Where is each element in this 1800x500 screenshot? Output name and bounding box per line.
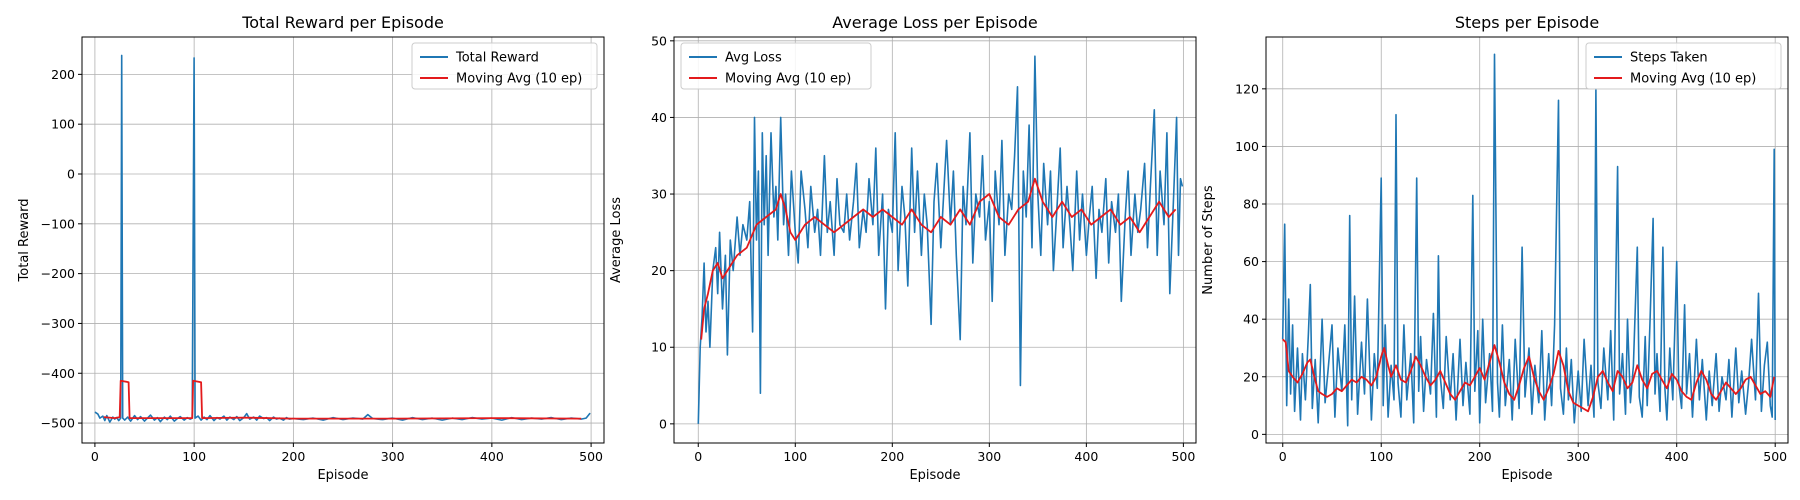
x-tick-label: 500 — [579, 449, 603, 464]
y-tick-label: 0 — [1251, 427, 1259, 442]
x-tick-label: 0 — [694, 449, 702, 464]
y-axis-label: Number of Steps — [1201, 185, 1216, 295]
y-axis-label: Total Reward — [17, 199, 32, 283]
x-tick-label: 100 — [783, 449, 807, 464]
x-tick-label: 200 — [1468, 449, 1492, 464]
chart-2: 0 100 200 300 400 500 0 10 20 30 40 50 Average Loss … — [609, 13, 1197, 483]
legend-box — [680, 42, 872, 90]
series-line-raw — [697, 55, 1184, 424]
legend-label: Steps Taken — [1630, 51, 1708, 66]
y-tick-label: −300 — [41, 316, 75, 331]
y-tick-label: 10 — [651, 340, 667, 355]
y-tick-label: 20 — [1243, 369, 1259, 384]
y-tick-label: 200 — [51, 67, 75, 82]
x-tick-label: 0 — [1279, 449, 1287, 464]
chart-title: Average Loss per Episode — [832, 13, 1037, 32]
x-tick-label: 300 — [1566, 449, 1590, 464]
x-tick-label: 100 — [1369, 449, 1393, 464]
x-tick-label: 500 — [1171, 449, 1195, 464]
x-tick-label: 400 — [480, 449, 504, 464]
y-tick-label: 0 — [67, 166, 75, 181]
legend-label: Total Reward — [455, 51, 539, 66]
x-axis-label: Episode — [1501, 468, 1552, 483]
y-tick-label: 100 — [1235, 139, 1259, 154]
y-tick-label: 30 — [651, 187, 667, 202]
series-line-raw — [94, 54, 591, 423]
x-tick-label: 400 — [1074, 449, 1098, 464]
legend-box — [1585, 42, 1782, 90]
x-tick-label: 200 — [281, 449, 305, 464]
legend-label: Moving Avg (10 ep) — [725, 72, 851, 87]
x-tick-label: 300 — [977, 449, 1001, 464]
series-line-moving-avg — [103, 379, 582, 420]
x-tick-label: 300 — [381, 449, 405, 464]
x-axis-label: Episode — [317, 468, 368, 483]
y-tick-label: 0 — [659, 416, 667, 431]
x-tick-label: 200 — [880, 449, 904, 464]
series-line-raw — [1281, 53, 1776, 427]
x-tick-label: 0 — [91, 449, 99, 464]
y-tick-label: −500 — [41, 416, 75, 431]
y-axis-label: Average Loss — [609, 197, 624, 283]
legend: Avg Loss Moving Avg (10 ep) — [680, 42, 872, 90]
legend: Steps Taken Moving Avg (10 ep) — [1585, 42, 1782, 90]
y-tick-label: −200 — [41, 266, 75, 281]
y-tick-label: −100 — [41, 216, 75, 231]
axes-frame — [673, 36, 1197, 444]
series-line-moving-avg — [1282, 338, 1776, 413]
legend: Total Reward Moving Avg (10 ep) — [411, 42, 598, 90]
y-tick-label: 60 — [1243, 254, 1259, 269]
chart-1: 0 100 200 300 400 500 −500 −400 −300 −200 −100 0 100… — [17, 13, 605, 483]
y-tick-label: 40 — [651, 110, 667, 125]
legend-label: Moving Avg (10 ep) — [456, 72, 582, 87]
y-tick-label: 40 — [1243, 312, 1259, 327]
y-tick-label: 80 — [1243, 197, 1259, 212]
y-tick-label: 50 — [651, 33, 667, 48]
chart-3: 0 100 200 300 400 500 0 20 40 60 80 100 120 Steps per… — [1201, 13, 1789, 483]
x-axis-label: Episode — [909, 468, 960, 483]
x-tick-label: 100 — [182, 449, 206, 464]
x-tick-label: 400 — [1665, 449, 1689, 464]
y-tick-label: 100 — [51, 117, 75, 132]
legend-box — [411, 42, 598, 90]
x-tick-label: 500 — [1763, 449, 1787, 464]
axes-frame — [81, 36, 605, 444]
chart-title: Total Reward per Episode — [241, 13, 444, 32]
y-tick-label: 120 — [1235, 81, 1259, 96]
legend-label: Moving Avg (10 ep) — [1630, 72, 1756, 87]
chart-title: Steps per Episode — [1455, 13, 1599, 32]
legend-label: Avg Loss — [725, 51, 782, 66]
series-line-moving-avg — [700, 177, 1177, 340]
y-tick-label: 20 — [651, 263, 667, 278]
y-tick-label: −400 — [41, 366, 75, 381]
axes-frame — [1265, 36, 1789, 444]
